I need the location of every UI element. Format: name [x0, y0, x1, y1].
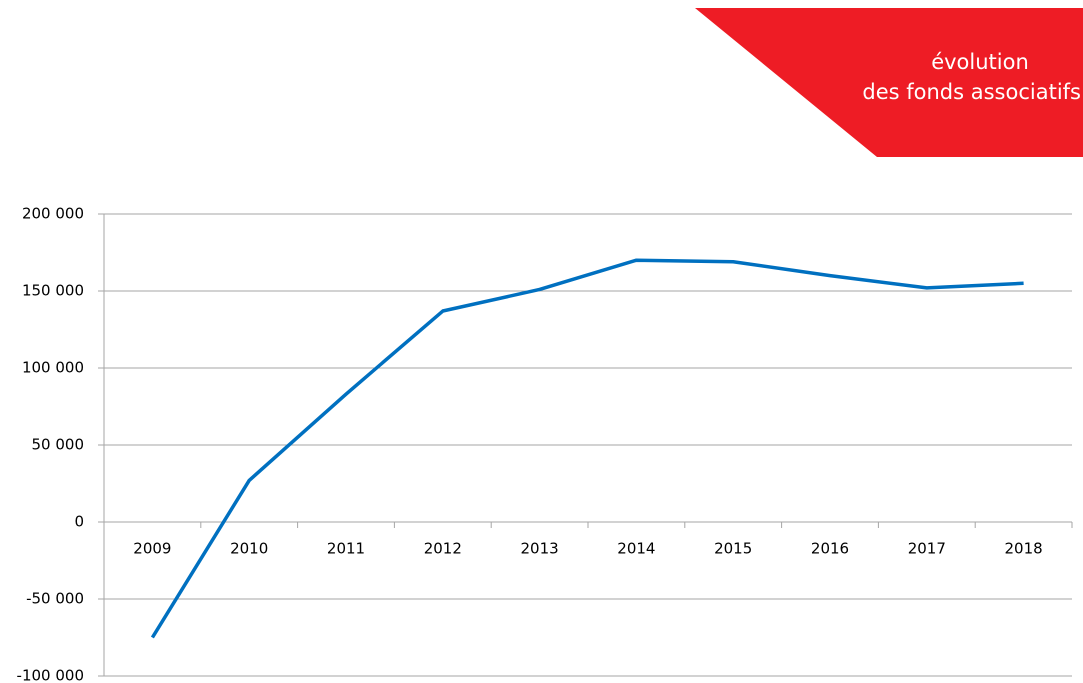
title-banner	[695, 8, 1083, 157]
x-tick-label: 2012	[424, 540, 462, 558]
chart-title: évolution	[931, 50, 1029, 74]
y-tick-label: 150 000	[22, 282, 84, 300]
x-tick-label: 2011	[327, 540, 365, 558]
x-tick-label: 2016	[811, 540, 849, 558]
data-line	[150, 258, 1024, 639]
x-tick-label: 2017	[908, 540, 946, 558]
x-tick-label: 2014	[617, 540, 655, 558]
y-tick-label: -50 000	[26, 590, 84, 608]
y-tick-label: 0	[74, 513, 84, 531]
x-tick-label: 2018	[1005, 540, 1043, 558]
y-tick-label: 100 000	[22, 359, 84, 377]
chart-title: des fonds associatifs	[862, 80, 1081, 104]
x-tick-label: 2015	[714, 540, 752, 558]
x-tick-label: 2013	[521, 540, 559, 558]
y-tick-label: 50 000	[32, 436, 85, 454]
y-tick-label: 200 000	[22, 205, 84, 223]
y-tick-label: -100 000	[17, 667, 84, 683]
x-tick-label: 2009	[133, 540, 171, 558]
x-tick-label: 2010	[230, 540, 268, 558]
